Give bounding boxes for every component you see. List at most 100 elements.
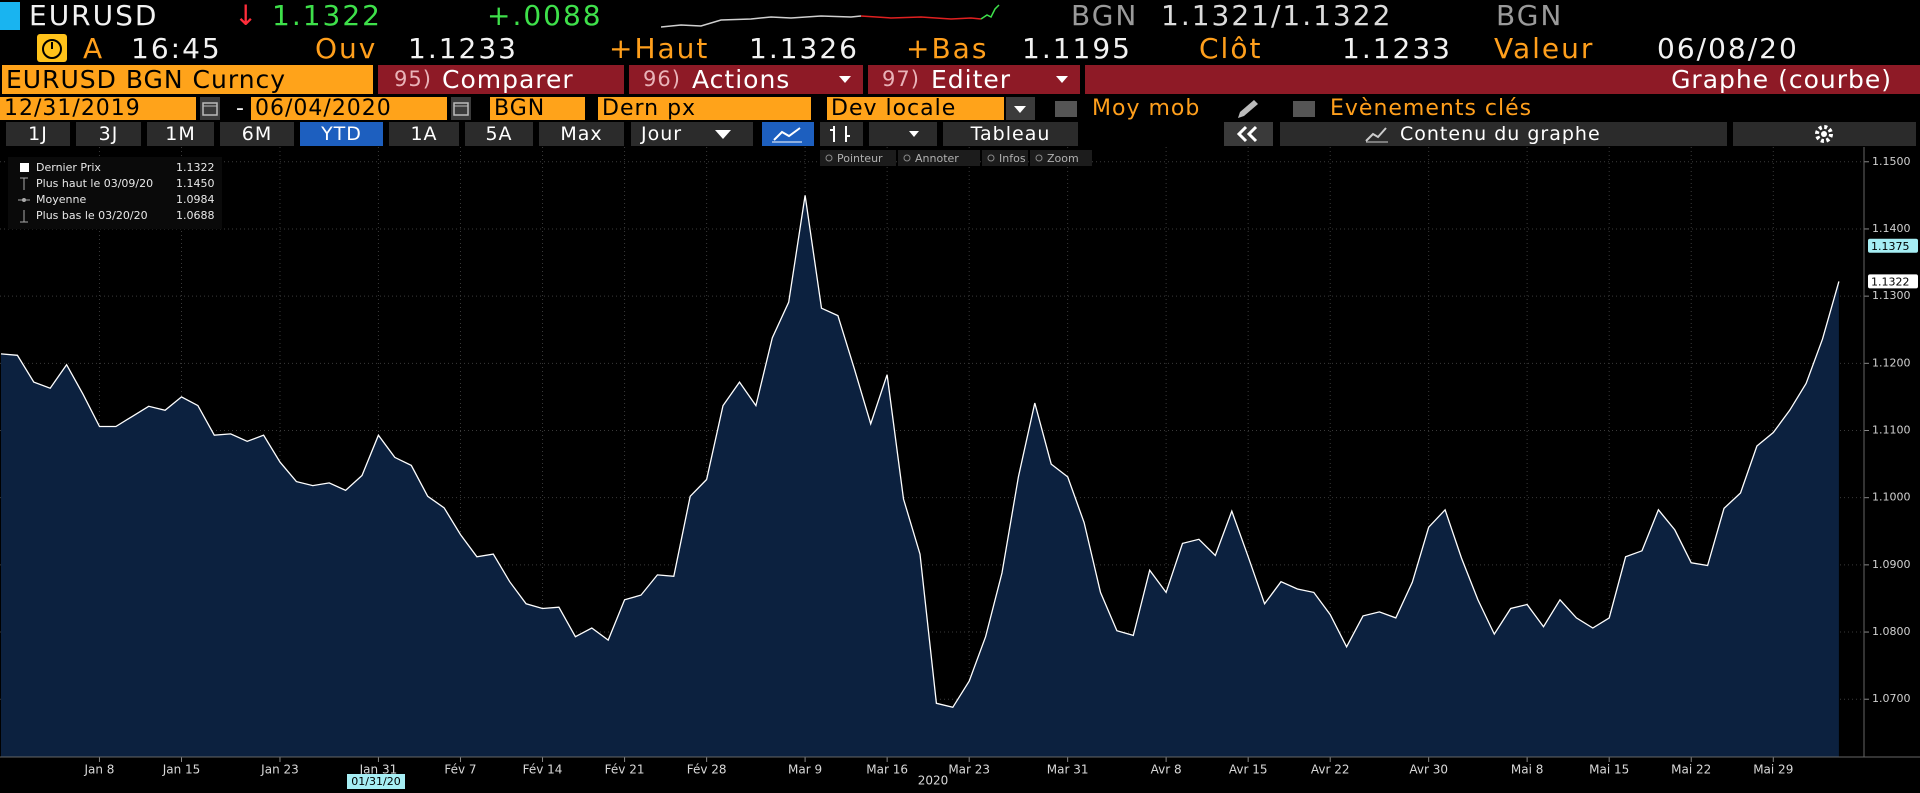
sparkline: [661, 4, 1000, 28]
x-tick-label: Mai 8: [1511, 763, 1544, 777]
period-button[interactable]: 5A: [465, 122, 533, 146]
legend-glyph: [20, 163, 29, 172]
tool-label: Infos: [999, 152, 1026, 165]
menu-edit[interactable]: 97) Editer: [868, 65, 1080, 94]
chart-type-dropdown[interactable]: [869, 122, 937, 146]
price-field[interactable]: Dern px: [598, 97, 811, 120]
legend-value: 1.0688: [176, 209, 215, 222]
tool-label: Pointeur: [837, 152, 883, 165]
y-tick-label: 1.1500: [1872, 155, 1911, 168]
y-tick-label: 1.1300: [1872, 289, 1911, 302]
bid-source: BGN: [1071, 0, 1139, 32]
chart-tool[interactable]: Zoom: [1030, 150, 1092, 166]
dropdown-arrow: [839, 76, 851, 83]
end-date[interactable]: 06/04/2020: [251, 97, 447, 120]
calendar-icon[interactable]: [200, 97, 220, 120]
tool-icon: [903, 154, 911, 162]
legend-value: 1.1450: [176, 177, 215, 190]
period-button[interactable]: YTD: [300, 122, 383, 146]
x-tick-label: Mar 31: [1047, 763, 1089, 777]
dropdown-arrow: [1056, 76, 1068, 83]
y-tick-label: 1.0800: [1872, 625, 1911, 638]
bid-ask: 1.1321/1.1322: [1161, 0, 1393, 32]
crosshair-date: 01/31/20: [351, 775, 400, 788]
source-field[interactable]: BGN: [490, 97, 585, 120]
low-label: +Bas: [906, 32, 989, 65]
period-button[interactable]: 1M: [147, 122, 214, 146]
table-button[interactable]: Tableau: [943, 122, 1078, 146]
ask-source: BGN: [1496, 0, 1564, 32]
key-events[interactable]: Evènements clés: [1330, 96, 1533, 121]
frequency-button[interactable]: Jour: [631, 122, 753, 146]
menu-number: 96): [643, 67, 681, 91]
x-tick-label: Avr 22: [1311, 763, 1350, 777]
price-tag: [1868, 274, 1918, 289]
collapse-button[interactable]: [1224, 122, 1273, 146]
currency-dropdown[interactable]: [1006, 97, 1035, 120]
view-label: Graphe (courbe): [1085, 65, 1920, 94]
period-button[interactable]: 1A: [389, 122, 459, 146]
bar-chart-button[interactable]: [820, 122, 863, 146]
x-tick-label: Fév 7: [444, 763, 476, 777]
menu-actions[interactable]: 96) Actions: [629, 65, 863, 94]
tool-button: [982, 150, 1028, 166]
price-tag-label: 1.1375: [1871, 240, 1910, 253]
crosshair-date-box: [347, 774, 405, 789]
security-field[interactable]: EURUSD BGN Curncy: [2, 65, 373, 94]
calendar-icon[interactable]: [451, 97, 471, 120]
menu-label: Editer: [931, 65, 1012, 94]
chart-tool[interactable]: Infos: [982, 150, 1028, 166]
alert-icon[interactable]: [37, 34, 67, 62]
currency-field[interactable]: Dev locale: [827, 97, 1004, 120]
period-button[interactable]: Max: [539, 122, 624, 146]
menu-number: 95): [394, 67, 432, 91]
x-tick-label: Mar 23: [948, 763, 990, 777]
x-tick-label: Fév 28: [687, 763, 727, 777]
pencil-icon[interactable]: [1234, 98, 1262, 120]
line: [0, 195, 1840, 709]
menu-number: 97): [882, 67, 920, 91]
chart-tool[interactable]: Annoter: [898, 150, 980, 166]
open-label: Ouv: [315, 32, 378, 65]
net-change: +.0088: [487, 0, 603, 32]
legend-box: [8, 157, 222, 229]
tool-icon: [1035, 154, 1043, 162]
settings-button[interactable]: [1733, 122, 1916, 146]
chart-tool[interactable]: Pointeur: [820, 150, 896, 166]
period-button[interactable]: 3J: [76, 122, 141, 146]
line-chart-button[interactable]: [762, 122, 814, 146]
date-value: 06/08/20: [1657, 32, 1799, 65]
price-tag: [1868, 238, 1918, 253]
moving-average[interactable]: Moy mob: [1092, 96, 1201, 121]
period-button[interactable]: 6M: [220, 122, 294, 146]
x-tick-label: Fév 14: [523, 763, 563, 777]
x-tick-label: Mai 15: [1589, 763, 1629, 777]
date-label: Valeur: [1494, 32, 1595, 65]
start-date[interactable]: 12/31/2019: [0, 97, 196, 120]
tool-label: Zoom: [1047, 152, 1079, 165]
tool-icon: [825, 154, 833, 162]
tool-button: [820, 150, 896, 166]
year-label: 2020: [918, 774, 949, 788]
period-button[interactable]: 1J: [6, 122, 70, 146]
area: [1, 195, 1839, 757]
checkbox[interactable]: [1055, 101, 1077, 117]
high-value: 1.1326: [749, 32, 859, 65]
price-tag-label: 1.1322: [1871, 275, 1910, 288]
close-value: 1.1233: [1342, 32, 1452, 65]
ticker: EURUSD: [29, 0, 159, 32]
x-tick-label: Jan 15: [162, 763, 201, 777]
open-value: 1.1233: [408, 32, 518, 65]
legend-label: Moyenne: [36, 193, 86, 206]
menu-compare[interactable]: 95) Comparer: [378, 65, 624, 94]
tool-button: [1030, 150, 1092, 166]
x-tick-label: Avr 15: [1229, 763, 1268, 777]
frequency-label: Jour: [641, 123, 683, 145]
y-tick-label: 1.0700: [1872, 692, 1911, 705]
quote-time: 16:45: [131, 32, 222, 65]
y-tick-label: 1.1100: [1872, 424, 1911, 437]
chart-content-label: Contenu du graphe: [1400, 123, 1601, 145]
chart-content-button[interactable]: Contenu du graphe: [1280, 122, 1727, 146]
checkbox[interactable]: [1293, 101, 1315, 117]
